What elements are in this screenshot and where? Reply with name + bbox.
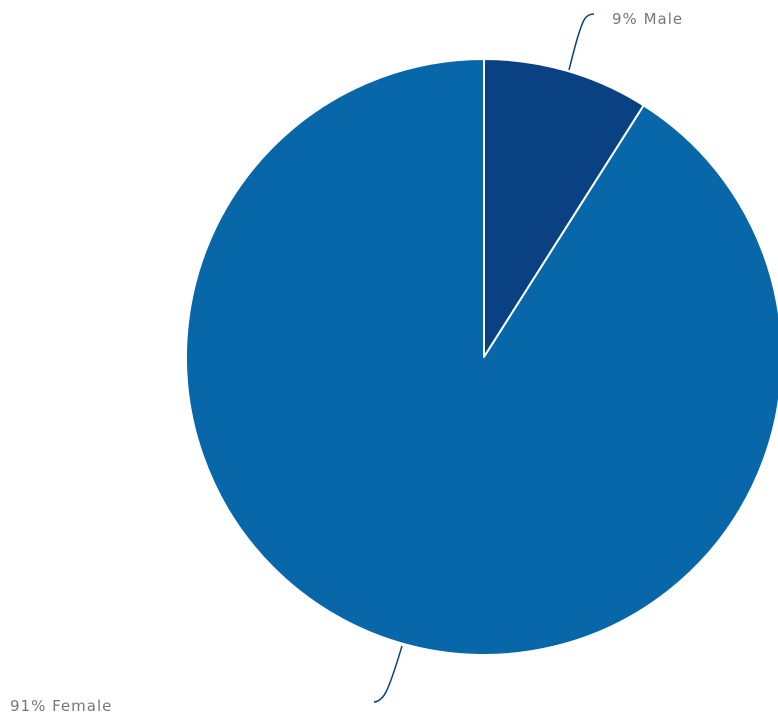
leader-line-female <box>374 646 402 702</box>
slice-label-male: 9% Male <box>612 10 683 28</box>
leader-line-male <box>569 14 594 70</box>
pie-slices <box>186 59 778 655</box>
pie-slice-female <box>186 59 778 655</box>
slice-label-female: 91% Female <box>10 697 112 715</box>
